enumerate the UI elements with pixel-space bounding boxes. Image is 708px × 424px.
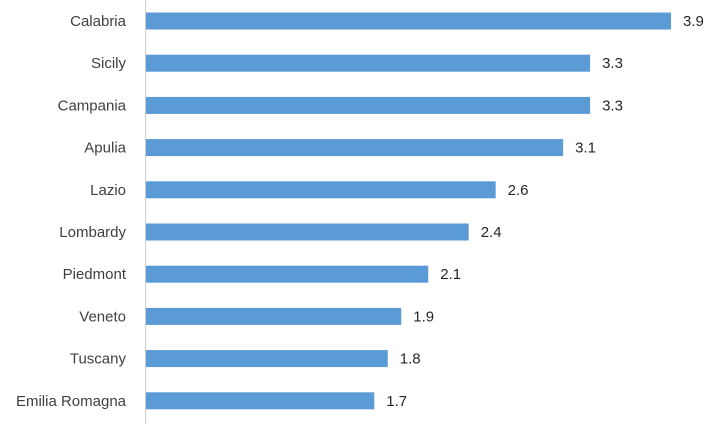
value-label: 1.7 (386, 393, 407, 410)
category-label: Lazio (90, 182, 126, 199)
bar-tuscany (145, 350, 388, 368)
category-label: Lombardy (59, 224, 126, 241)
value-label: 2.6 (508, 182, 529, 199)
category-label: Campania (58, 97, 127, 114)
bars-group (145, 12, 671, 410)
value-label: 2.4 (481, 224, 502, 241)
category-label: Veneto (79, 308, 126, 325)
value-labels-group: 3.9 3.3 3.3 3.1 2.6 2.4 2.1 1.9 1.8 1.7 (386, 13, 704, 410)
bar-campania (145, 96, 591, 114)
value-label: 1.8 (400, 351, 421, 368)
category-label: Apulia (84, 140, 126, 157)
value-label: 3.9 (683, 13, 704, 30)
bar-apulia (145, 139, 564, 157)
category-label: Calabria (70, 13, 127, 30)
category-label: Piedmont (63, 266, 127, 283)
category-label: Emilia Romagna (16, 393, 127, 410)
bar-lombardy (145, 223, 469, 241)
value-label: 1.9 (413, 308, 434, 325)
bar-veneto (145, 307, 402, 325)
category-labels-group: Calabria Sicily Campania Apulia Lazio Lombard… (16, 13, 127, 410)
bar-calabria (145, 12, 671, 30)
value-label: 3.3 (602, 97, 623, 114)
value-label: 2.1 (440, 266, 461, 283)
value-label: 3.3 (602, 55, 623, 72)
category-label: Tuscany (70, 351, 127, 368)
bar-sicily (145, 54, 591, 72)
bar-lazio (145, 181, 496, 199)
bar-emilia-romagna (145, 392, 375, 410)
bar-piedmont (145, 265, 429, 283)
value-label: 3.1 (575, 140, 596, 157)
category-label: Sicily (91, 55, 127, 72)
